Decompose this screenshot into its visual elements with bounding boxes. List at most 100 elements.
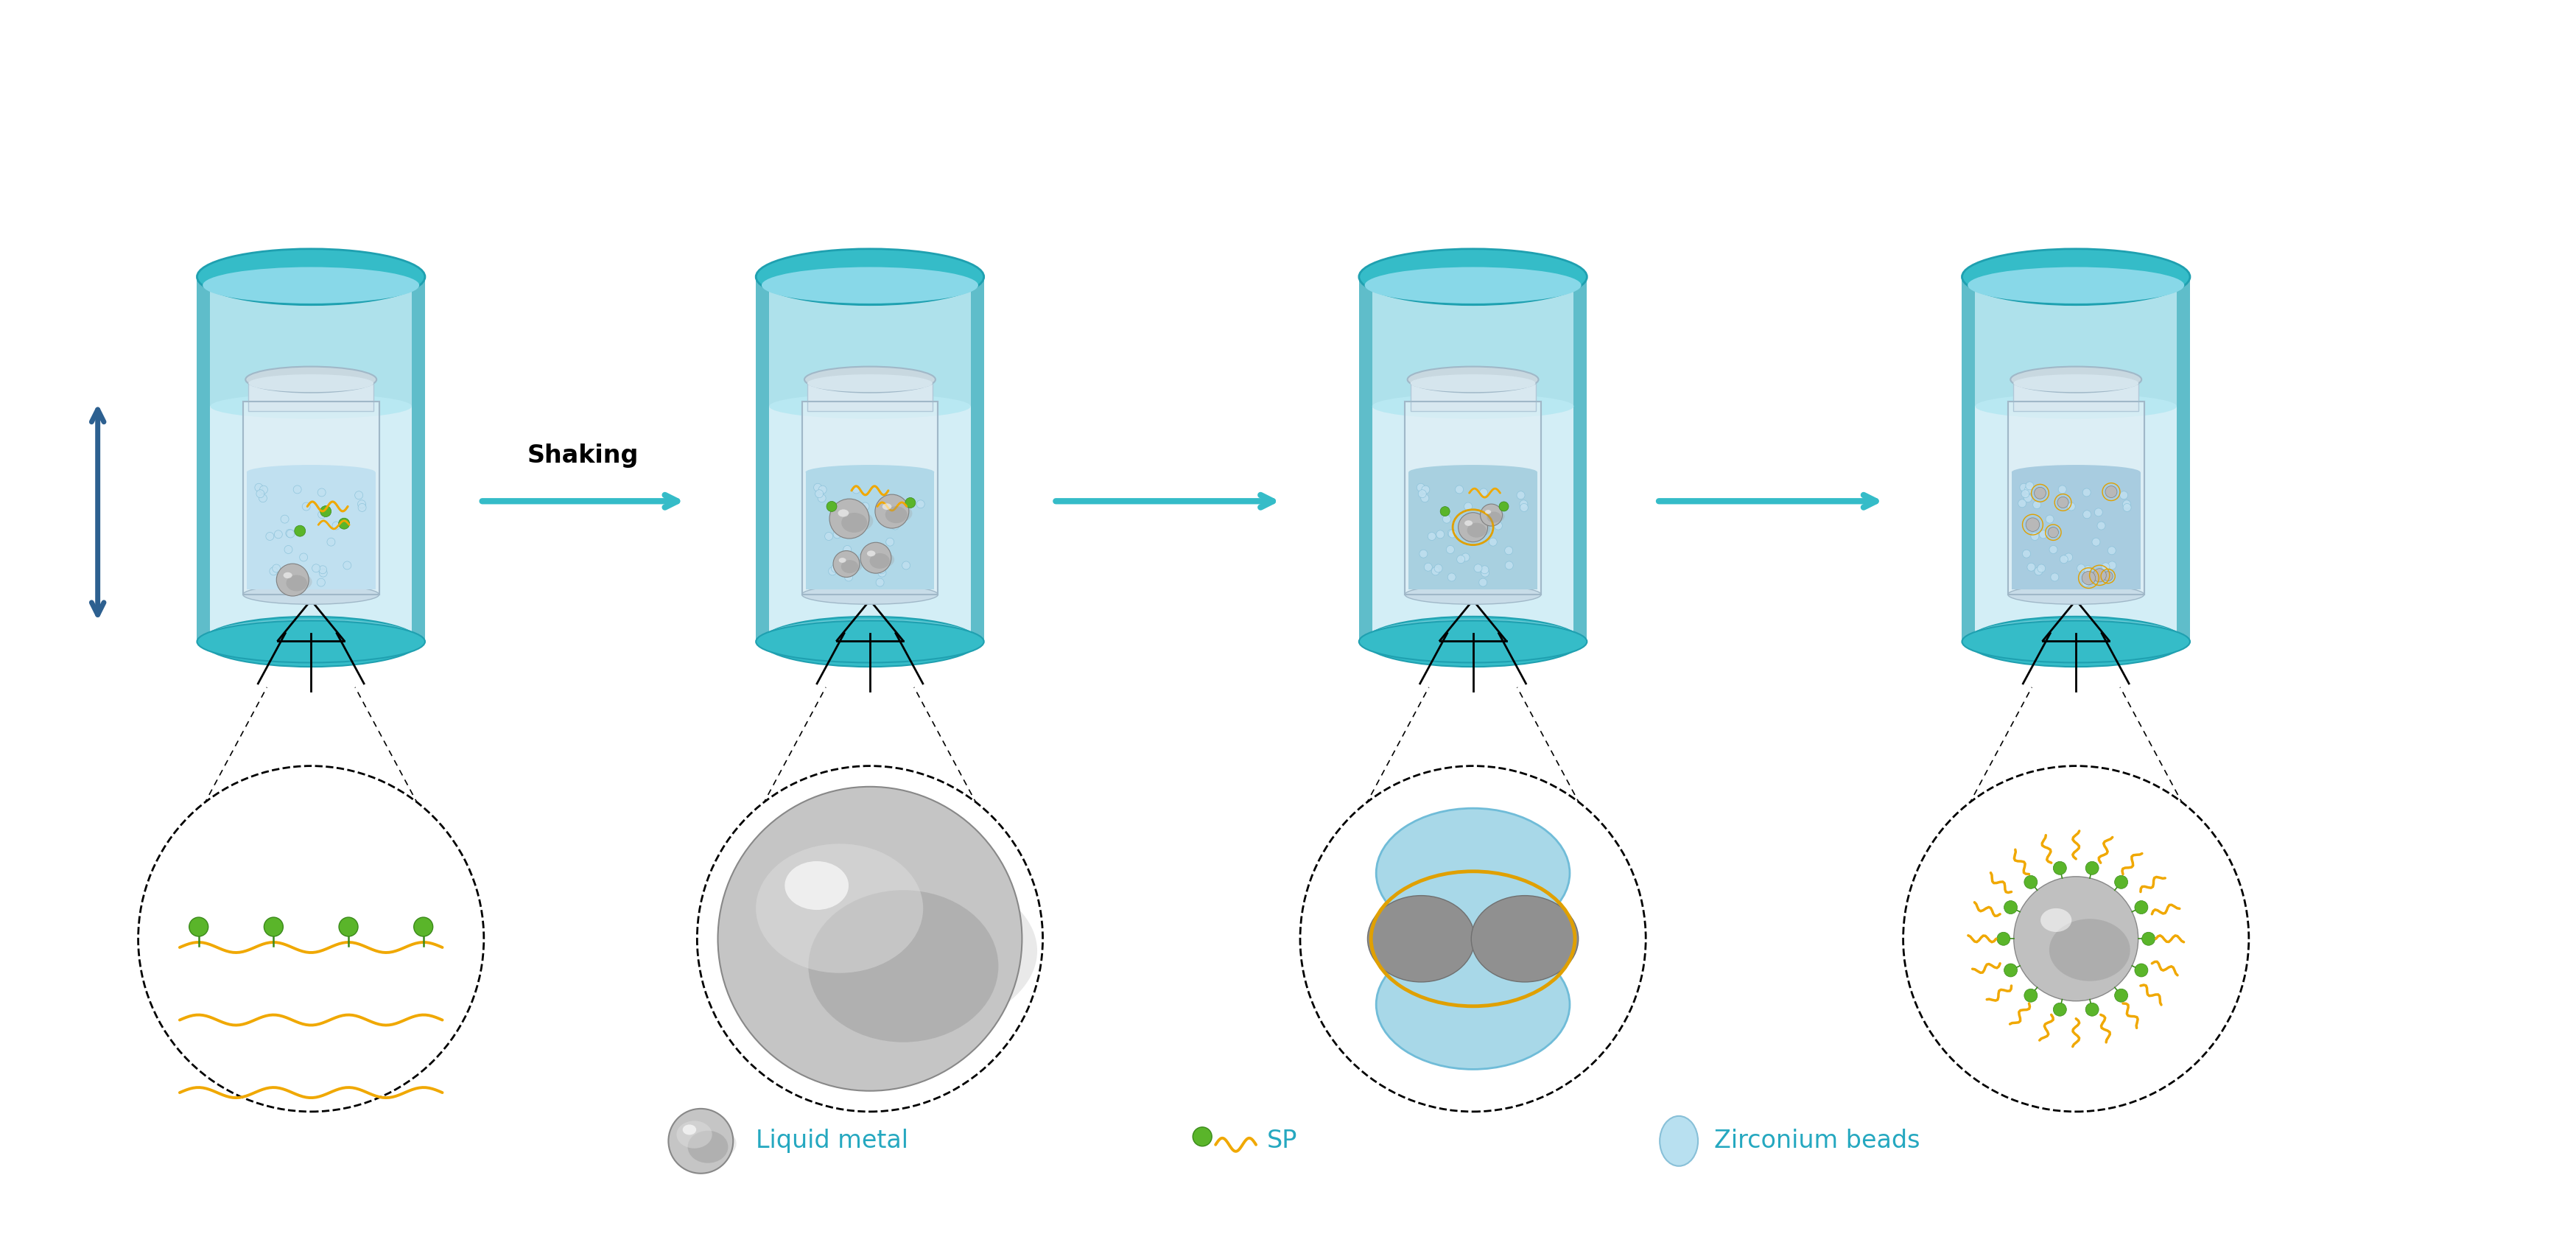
- Polygon shape: [971, 276, 984, 642]
- Circle shape: [1419, 549, 1427, 558]
- Ellipse shape: [732, 864, 1038, 1038]
- Circle shape: [2050, 573, 2058, 581]
- Circle shape: [2030, 532, 2038, 540]
- Ellipse shape: [842, 513, 868, 533]
- Circle shape: [845, 529, 853, 537]
- Ellipse shape: [2012, 374, 2138, 392]
- Circle shape: [814, 490, 824, 497]
- Ellipse shape: [755, 844, 922, 972]
- Circle shape: [340, 917, 358, 937]
- Circle shape: [814, 484, 822, 491]
- Ellipse shape: [768, 619, 971, 653]
- Ellipse shape: [755, 249, 984, 305]
- Circle shape: [317, 489, 325, 496]
- Ellipse shape: [835, 558, 863, 574]
- Circle shape: [286, 529, 294, 537]
- Ellipse shape: [1376, 939, 1569, 1070]
- Ellipse shape: [1458, 521, 1489, 538]
- Circle shape: [2094, 508, 2102, 516]
- Ellipse shape: [1365, 617, 1582, 666]
- Circle shape: [358, 503, 366, 512]
- Polygon shape: [196, 276, 211, 642]
- Circle shape: [1440, 507, 1450, 516]
- Circle shape: [2022, 549, 2030, 558]
- Circle shape: [299, 553, 307, 561]
- Circle shape: [2022, 494, 2032, 502]
- Circle shape: [2092, 569, 2105, 582]
- Polygon shape: [2177, 276, 2190, 642]
- Circle shape: [265, 532, 273, 540]
- Circle shape: [829, 499, 868, 538]
- Circle shape: [255, 490, 265, 497]
- Circle shape: [1461, 553, 1468, 561]
- Circle shape: [2020, 484, 2027, 491]
- Circle shape: [319, 565, 327, 574]
- Circle shape: [1494, 522, 1502, 529]
- Polygon shape: [211, 406, 412, 633]
- Circle shape: [273, 564, 281, 573]
- Circle shape: [2102, 571, 2112, 581]
- Circle shape: [2045, 515, 2053, 523]
- Circle shape: [2048, 527, 2056, 536]
- Circle shape: [2025, 486, 2032, 494]
- Ellipse shape: [762, 267, 979, 304]
- Circle shape: [876, 579, 884, 586]
- Circle shape: [2092, 538, 2099, 545]
- Ellipse shape: [786, 861, 848, 909]
- Ellipse shape: [876, 503, 912, 523]
- Circle shape: [263, 917, 283, 937]
- Ellipse shape: [1409, 374, 1535, 392]
- Circle shape: [2035, 568, 2043, 575]
- Polygon shape: [801, 401, 938, 595]
- Circle shape: [319, 569, 327, 578]
- Circle shape: [294, 485, 301, 494]
- Circle shape: [2081, 579, 2089, 586]
- Circle shape: [1458, 512, 1486, 542]
- Circle shape: [301, 502, 309, 511]
- Circle shape: [2107, 547, 2115, 554]
- Circle shape: [886, 538, 894, 545]
- Circle shape: [2133, 964, 2148, 977]
- Ellipse shape: [683, 1124, 696, 1135]
- Polygon shape: [1976, 406, 2177, 633]
- Circle shape: [2084, 861, 2097, 875]
- Polygon shape: [1960, 276, 2190, 642]
- Circle shape: [2014, 876, 2138, 1001]
- Circle shape: [2115, 875, 2128, 888]
- Circle shape: [2133, 901, 2148, 914]
- Circle shape: [1996, 932, 2009, 945]
- Polygon shape: [770, 406, 971, 633]
- Circle shape: [2081, 511, 2092, 518]
- Circle shape: [1504, 547, 1512, 554]
- Ellipse shape: [1481, 510, 1504, 523]
- Ellipse shape: [1976, 394, 2177, 418]
- Polygon shape: [1373, 406, 1574, 633]
- Ellipse shape: [688, 1130, 729, 1164]
- Circle shape: [824, 532, 832, 540]
- Circle shape: [858, 553, 866, 561]
- Ellipse shape: [1404, 585, 1540, 605]
- Ellipse shape: [1471, 896, 1579, 982]
- Ellipse shape: [860, 550, 894, 569]
- Circle shape: [355, 491, 363, 500]
- Circle shape: [1479, 503, 1502, 526]
- Circle shape: [2102, 563, 2110, 571]
- Circle shape: [2107, 561, 2115, 569]
- Ellipse shape: [1406, 366, 1538, 392]
- Text: SP: SP: [1267, 1129, 1298, 1154]
- Circle shape: [2050, 529, 2058, 537]
- Polygon shape: [1960, 276, 1976, 642]
- Ellipse shape: [1973, 619, 2177, 653]
- Ellipse shape: [242, 585, 379, 605]
- Circle shape: [2032, 487, 2045, 499]
- Circle shape: [1479, 579, 1486, 586]
- Circle shape: [1520, 500, 1528, 508]
- Circle shape: [2025, 481, 2032, 490]
- Ellipse shape: [1466, 523, 1486, 538]
- Circle shape: [415, 917, 433, 937]
- Ellipse shape: [866, 550, 876, 557]
- Circle shape: [358, 500, 366, 508]
- Circle shape: [2053, 861, 2066, 875]
- Circle shape: [312, 564, 319, 573]
- Ellipse shape: [809, 890, 997, 1043]
